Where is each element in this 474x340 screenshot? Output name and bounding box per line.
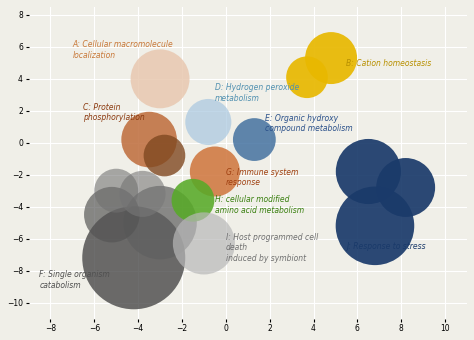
Point xyxy=(130,255,137,260)
Text: B: Cation homeostasis: B: Cation homeostasis xyxy=(346,59,432,68)
Text: D: Hydrogen peroxide
metabolism: D: Hydrogen peroxide metabolism xyxy=(215,83,299,103)
Point xyxy=(189,198,197,203)
Point xyxy=(328,55,335,61)
Point xyxy=(200,241,208,246)
Text: C: Protein
phosphorylation: C: Protein phosphorylation xyxy=(83,103,145,122)
Point xyxy=(156,76,164,82)
Text: G: Immune system
response: G: Immune system response xyxy=(226,168,298,187)
Point xyxy=(108,212,116,217)
Point xyxy=(139,191,146,197)
Text: E: Organic hydroxy
compound metabolism: E: Organic hydroxy compound metabolism xyxy=(265,114,353,133)
Point xyxy=(371,223,379,228)
Text: H: cellular modified
amino acid metabolism: H: cellular modified amino acid metaboli… xyxy=(215,195,304,215)
Point xyxy=(204,119,212,125)
Text: A: Cellular macromolecule
localization: A: Cellular macromolecule localization xyxy=(73,40,173,60)
Point xyxy=(402,185,410,190)
Point xyxy=(251,137,258,142)
Point xyxy=(156,220,164,225)
Point xyxy=(161,153,168,158)
Point xyxy=(146,137,153,142)
Text: I: Host programmed cell
death
induced by symbiont: I: Host programmed cell death induced by… xyxy=(226,233,318,262)
Point xyxy=(365,169,372,174)
Point xyxy=(303,74,311,80)
Text: F: Single organism
catabolism: F: Single organism catabolism xyxy=(39,270,110,290)
Point xyxy=(112,188,120,193)
Point xyxy=(211,169,219,174)
Text: J: Response to stress: J: Response to stress xyxy=(346,242,426,251)
